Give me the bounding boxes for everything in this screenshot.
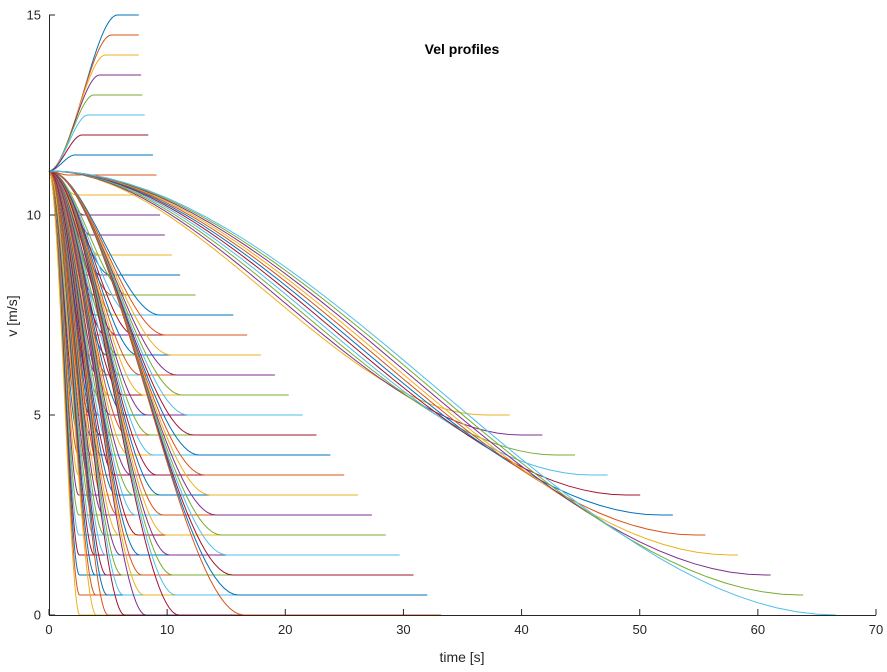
- series-line: [48, 170, 543, 436]
- y-tick-label: 15: [27, 8, 41, 23]
- x-tick-label: 50: [632, 622, 646, 637]
- y-tick-label: 5: [34, 408, 41, 423]
- x-axis-label: time [s]: [439, 649, 484, 665]
- series-line: [48, 170, 673, 516]
- axes: 0 10 20 30 40 50 60 70 0 5 10 15: [27, 8, 884, 638]
- series-line: [48, 170, 442, 616]
- chart-title: Vel profiles: [425, 41, 500, 57]
- series-line: [48, 170, 739, 556]
- x-tick-label: 0: [45, 622, 52, 637]
- series-line: [48, 154, 153, 172]
- y-tick-label: 0: [34, 608, 41, 623]
- series-line: [48, 170, 246, 616]
- series-line: [48, 170, 608, 476]
- series-line: [48, 170, 771, 576]
- series-line: [48, 134, 149, 172]
- series-line: [48, 170, 163, 616]
- series-line: [48, 170, 804, 596]
- x-axis-ticks: 0 10 20 30 40 50 60 70: [45, 609, 883, 637]
- series-line: [48, 170, 311, 616]
- y-axis-ticks: 0 5 10 15: [27, 8, 55, 623]
- x-tick-label: 10: [160, 622, 174, 637]
- x-tick-label: 40: [514, 622, 528, 637]
- series-line: [48, 170, 191, 616]
- y-axis-label: v [m/s]: [4, 295, 20, 336]
- x-tick-label: 30: [396, 622, 410, 637]
- series-line: [48, 170, 836, 616]
- series-line: [48, 170, 641, 496]
- series-line: [48, 170, 706, 536]
- series-line: [48, 170, 177, 616]
- y-tick-label: 10: [27, 208, 41, 223]
- x-tick-label: 60: [751, 622, 765, 637]
- series-curves: [48, 14, 836, 616]
- x-tick-label: 20: [278, 622, 292, 637]
- x-tick-label: 70: [869, 622, 883, 637]
- series-line: [48, 170, 208, 616]
- series-line: [48, 170, 510, 416]
